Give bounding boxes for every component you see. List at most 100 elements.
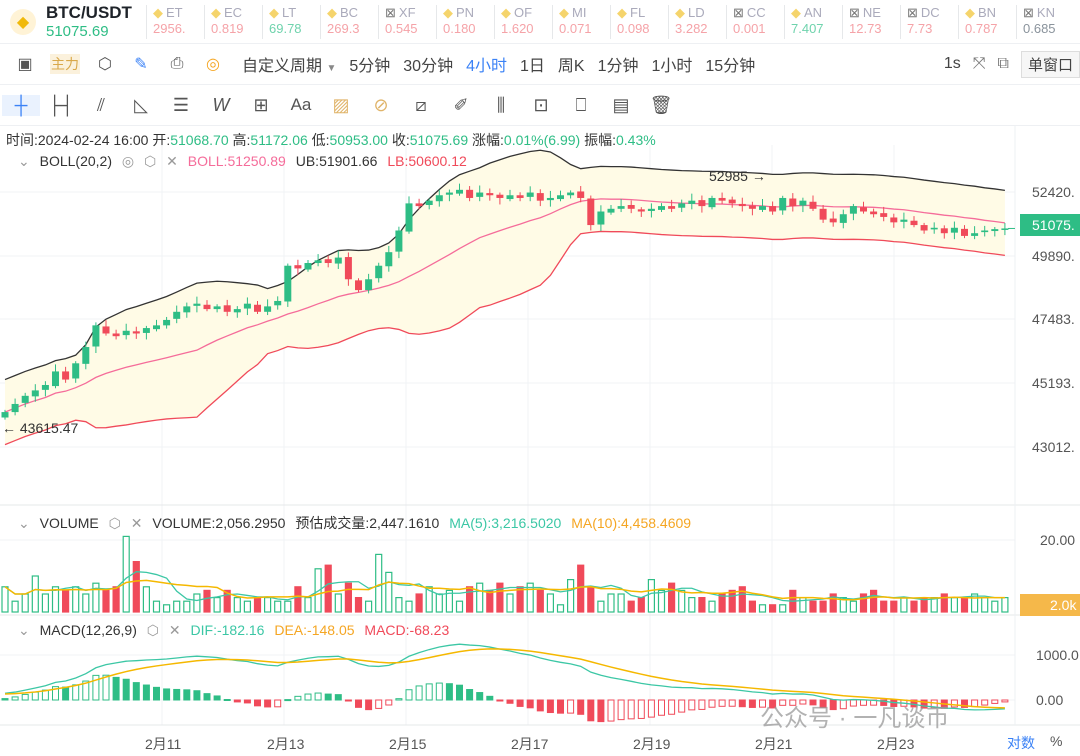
candle-body bbox=[577, 191, 585, 198]
interval-button[interactable]: 1s bbox=[943, 55, 961, 72]
volume-bar bbox=[516, 586, 524, 613]
wave-icon[interactable]: W bbox=[212, 94, 230, 115]
candle-body bbox=[849, 206, 857, 214]
ruler-icon[interactable]: ▨ bbox=[332, 94, 350, 115]
parallel-lines-icon[interactable]: ☰ bbox=[172, 94, 190, 115]
ticker-symbol: ⊠ NE bbox=[849, 5, 900, 21]
ticker-item[interactable]: ◆ BN 0.787 bbox=[958, 4, 1016, 39]
text-icon[interactable]: Aa bbox=[290, 95, 312, 114]
period-tab[interactable]: 30分钟 bbox=[403, 58, 454, 75]
settings-icon[interactable]: ⬡ bbox=[98, 56, 112, 73]
trend-line-icon[interactable]: ⫽ bbox=[96, 94, 106, 115]
settings-icon[interactable]: ⬡ bbox=[108, 515, 121, 531]
pair-selector[interactable]: BTC/USDT 51075.69 bbox=[46, 3, 146, 40]
ticker-item[interactable]: ◆ AN 7.407 bbox=[784, 4, 842, 39]
hide-drawings-icon[interactable]: ⫼ bbox=[496, 94, 506, 115]
collapse-chevron-icon[interactable]: ⌄ bbox=[18, 515, 30, 531]
estimated-volume: 预估成交量:2,447.1610 bbox=[295, 515, 440, 531]
period-tab[interactable]: 周K bbox=[557, 58, 585, 75]
candle-body bbox=[647, 208, 655, 211]
collapse-icon[interactable]: ⤧ bbox=[972, 55, 986, 72]
ticker-item[interactable]: ◆ OF 1.620 bbox=[494, 4, 552, 39]
macd-histogram-bar bbox=[142, 684, 150, 701]
watermark: 公众号 · 一凡谈币 bbox=[760, 705, 950, 732]
ticker-item[interactable]: ⊠ XF 0.545 bbox=[378, 4, 436, 39]
close-icon[interactable]: ✕ bbox=[166, 153, 178, 169]
ticker-item[interactable]: ◆ PN 0.180 bbox=[436, 4, 494, 39]
main-force-button[interactable]: 主力 bbox=[50, 54, 80, 74]
boll-upper-line bbox=[4, 149, 1005, 381]
ticker-price: 0.787 bbox=[965, 20, 998, 36]
volume-bar bbox=[637, 596, 645, 613]
macd-histogram-bar bbox=[173, 688, 181, 701]
binance-icon: ◆ bbox=[327, 4, 337, 20]
ticker-price: 0.819 bbox=[211, 20, 244, 36]
measure-icon[interactable]: ⊘ bbox=[373, 94, 389, 115]
ticker-item[interactable]: ◆ ET 2956. bbox=[146, 4, 204, 39]
new-window-icon[interactable]: ⧉ bbox=[997, 55, 1009, 72]
clock-icon[interactable]: ◎ bbox=[206, 56, 220, 73]
volume-bar bbox=[758, 604, 767, 613]
crosshair-icon[interactable]: ┼ bbox=[2, 94, 40, 116]
macd-histogram-bar bbox=[668, 699, 676, 715]
collapse-chevron-icon[interactable]: ⌄ bbox=[18, 622, 30, 638]
volume-bar bbox=[556, 604, 565, 613]
collapse-chevron-icon[interactable]: ⌄ bbox=[18, 153, 30, 169]
period-tab[interactable]: 1小时 bbox=[651, 58, 693, 75]
eraser-icon[interactable]: ⧄ bbox=[415, 94, 427, 115]
brush-icon[interactable]: ✐ bbox=[453, 94, 469, 115]
ticker-item[interactable]: ⊠ CC 0.001 bbox=[726, 4, 784, 39]
rectangle-icon[interactable]: ⊞ bbox=[253, 94, 269, 115]
lock-icon[interactable]: ⊡ bbox=[533, 94, 549, 115]
triangle-icon[interactable]: ◺ bbox=[134, 94, 148, 115]
ticker-item[interactable]: ⊠ NE 12.73 bbox=[842, 4, 900, 39]
macd-histogram-bar bbox=[920, 699, 928, 709]
volume-bar bbox=[51, 586, 60, 613]
window-select[interactable]: 单窗口 bbox=[1020, 50, 1080, 78]
volume-bar bbox=[405, 600, 413, 613]
volume-bar bbox=[72, 586, 80, 613]
macd-histogram-bar bbox=[819, 699, 827, 709]
visibility-icon[interactable]: ◎ bbox=[121, 153, 135, 169]
edit-note-icon[interactable]: ▤ bbox=[612, 94, 630, 115]
ticker-item[interactable]: ◆ LD 3.282 bbox=[668, 4, 726, 39]
ticker-item[interactable]: ⊠ KN 0.685 bbox=[1016, 4, 1074, 39]
close-icon[interactable]: ✕ bbox=[130, 515, 143, 531]
period-tab[interactable]: 15分钟 bbox=[705, 58, 756, 75]
macd-histogram-bar bbox=[294, 695, 302, 701]
volume-bar bbox=[193, 593, 201, 613]
horizontal-line-icon[interactable]: ├┤ bbox=[48, 94, 74, 115]
percent-scale-toggle[interactable]: % bbox=[1050, 733, 1063, 749]
bookmark-icon[interactable]: ⎕ bbox=[575, 94, 587, 115]
settings-icon[interactable]: ⬡ bbox=[144, 153, 157, 169]
print-icon[interactable]: ⎙ bbox=[170, 55, 184, 72]
volume-bar bbox=[577, 564, 585, 613]
candle-body bbox=[274, 300, 282, 306]
custom-period-dropdown[interactable]: 自定义周期 ▼ bbox=[242, 52, 336, 76]
period-tab[interactable]: 4小时 bbox=[466, 58, 507, 75]
ticker-item[interactable]: ◆ LT 69.78 bbox=[262, 4, 320, 39]
trash-icon[interactable]: 🗑 bbox=[649, 94, 673, 115]
log-scale-toggle[interactable]: 对数 bbox=[1007, 735, 1035, 751]
ticker-item[interactable]: ◆ FL 0.098 bbox=[610, 4, 668, 39]
ticker-symbol: ◆ EC bbox=[211, 5, 262, 21]
candle-body bbox=[880, 213, 888, 217]
candle-body bbox=[173, 311, 181, 319]
macd-histogram-bar bbox=[344, 699, 352, 702]
ticker-symbol: ⊠ KN bbox=[1023, 5, 1074, 21]
period-tab[interactable]: 1日 bbox=[520, 58, 545, 75]
period-tab[interactable]: 1分钟 bbox=[597, 58, 639, 75]
ticker-item[interactable]: ⊠ DC 7.73 bbox=[900, 4, 958, 39]
period-tab[interactable]: 5分钟 bbox=[349, 58, 391, 75]
settings-icon[interactable]: ⬡ bbox=[146, 622, 160, 638]
pencil-icon[interactable]: ✎ bbox=[134, 56, 148, 73]
ticker-item[interactable]: ◆ MI 0.071 bbox=[552, 4, 610, 39]
volume-bar bbox=[41, 593, 50, 613]
ticker-item[interactable]: ◆ BC 269.3 bbox=[320, 4, 378, 39]
candle-body bbox=[940, 228, 948, 234]
close-icon[interactable]: ✕ bbox=[168, 622, 181, 638]
chart-type-icon[interactable]: ▣ bbox=[17, 56, 33, 73]
ticker-item[interactable]: ◆ EC 0.819 bbox=[204, 4, 262, 39]
candle-body bbox=[284, 265, 292, 302]
